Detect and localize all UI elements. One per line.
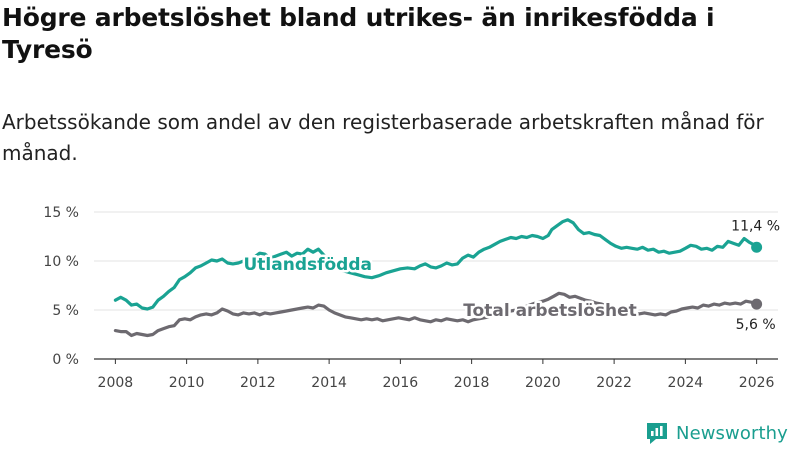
utlandsfodda-line [113,218,759,311]
x-tick-label: 2016 [383,375,419,391]
x-tick-label: 2020 [525,375,561,391]
x-tick-label: 2018 [454,375,490,391]
x-tick-label: 2022 [596,375,632,391]
utlandsfodda-series-label: Utlandsfödda [243,255,372,275]
x-tick-label: 2012 [240,375,276,391]
y-tick-label: 0 % [52,352,79,368]
total-arbetsloshet-line [113,291,759,338]
chart-subtitle: Arbetssökande som andel av den registerb… [2,110,764,165]
total-last-value-label: 5,6 % [736,317,776,333]
y-tick-label: 5 % [52,303,79,319]
newsworthy-bar-chart-icon [647,423,667,444]
y-tick-label: 15 % [43,205,79,221]
total-end-marker [751,298,763,310]
x-tick-label: 2014 [311,375,347,391]
x-tick-label: 2010 [169,375,205,391]
utlandsfodda-end-marker [751,241,763,253]
x-tick-label: 2026 [739,375,775,391]
x-tick-label: 2024 [668,375,704,391]
total-arbetsloshet-series-label: Total arbetslöshet [463,301,637,321]
newsworthy-brand[interactable]: Newsworthy [644,419,788,447]
brand-name: Newsworthy [676,422,788,444]
utlandsfodda-last-value-label: 11,4 % [731,218,780,234]
y-tick-label: 10 % [43,254,79,270]
x-tick-label: 2008 [98,375,134,391]
chart-title: Högre arbetslöshet bland utrikes- än inr… [2,3,715,64]
